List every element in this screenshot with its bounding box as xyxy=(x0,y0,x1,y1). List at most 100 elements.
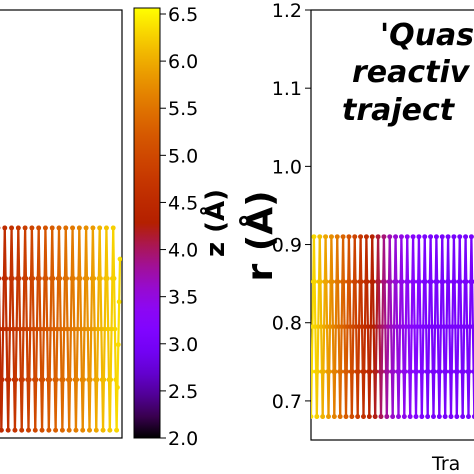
right-series-point xyxy=(326,369,332,374)
left-series-point xyxy=(82,326,87,332)
right-series-point xyxy=(431,414,436,419)
right-series-point xyxy=(311,234,317,240)
right-series-point xyxy=(329,234,334,240)
right-series-point xyxy=(369,234,375,240)
left-series-point xyxy=(112,326,118,332)
right-series-point xyxy=(381,234,387,240)
left-series-point xyxy=(4,326,9,332)
left-series-point xyxy=(51,326,57,332)
right-series-point xyxy=(460,369,466,374)
left-series-point xyxy=(17,326,23,332)
right-series-point xyxy=(317,234,323,240)
left-series-point xyxy=(97,225,103,231)
right-series-point xyxy=(390,414,396,419)
right-series-point xyxy=(385,369,390,374)
right-series-point xyxy=(334,234,340,240)
left-series-point xyxy=(0,326,6,332)
right-series-point xyxy=(370,279,376,285)
right-series-point xyxy=(361,414,366,419)
left-series-point xyxy=(47,377,53,383)
right-series-point xyxy=(405,279,411,285)
right-series-point xyxy=(463,234,468,240)
left-series-point xyxy=(111,276,117,281)
left-series-point xyxy=(37,276,42,281)
right-series-point xyxy=(315,369,320,374)
right-series-point xyxy=(454,414,460,419)
left-series-point xyxy=(54,326,60,332)
right-series-point xyxy=(382,279,388,285)
right-series-point xyxy=(396,414,401,419)
right-series-point xyxy=(402,369,408,374)
right-series-point xyxy=(364,279,370,285)
left-series-point xyxy=(78,326,84,332)
left-series-point xyxy=(74,377,80,383)
right-y-tick-label: 0.8 xyxy=(272,313,302,335)
right-series-point xyxy=(337,414,343,419)
right-series-point xyxy=(341,279,347,285)
right-series-point xyxy=(340,234,346,240)
right-series-point xyxy=(410,234,416,240)
right-y-axis-label: r (Å) xyxy=(239,190,281,281)
left-series-point xyxy=(77,276,83,281)
right-series-point xyxy=(442,414,448,419)
left-series-point xyxy=(71,326,77,332)
right-series-point xyxy=(358,234,363,240)
colorbar-tick-label: 2.0 xyxy=(168,428,198,450)
left-series-point xyxy=(5,427,11,433)
colorbar-tick-label: 6.5 xyxy=(168,4,198,26)
right-annotation: 'Quas reactiv traject xyxy=(342,18,474,128)
right-series-point xyxy=(451,234,457,240)
right-series-point xyxy=(388,279,393,285)
colorbar-gradient xyxy=(133,7,161,439)
left-series-point xyxy=(10,276,15,281)
left-series-point xyxy=(87,377,93,383)
left-series-point xyxy=(63,225,69,231)
left-series-point xyxy=(102,326,108,332)
right-series-point xyxy=(443,369,449,374)
right-series-point xyxy=(419,414,425,419)
left-series-point xyxy=(26,427,31,433)
right-series-point xyxy=(449,369,455,374)
left-series-point xyxy=(10,326,16,332)
left-series-point xyxy=(110,225,116,231)
right-series-point xyxy=(413,414,419,419)
right-series-point xyxy=(440,279,446,285)
left-series-point xyxy=(56,225,62,231)
right-series-point xyxy=(439,234,445,240)
right-series-point xyxy=(320,369,326,374)
left-series-point xyxy=(66,427,72,433)
right-series-point xyxy=(455,369,460,374)
right-series-point xyxy=(326,414,331,419)
right-series-point xyxy=(320,414,326,419)
left-series-point xyxy=(95,326,101,332)
right-series-point xyxy=(314,414,320,419)
right-series-point xyxy=(361,369,367,374)
right-series-point xyxy=(448,414,454,419)
right-series-point xyxy=(346,234,352,240)
left-series-point xyxy=(39,427,45,433)
right-series-point xyxy=(399,234,404,240)
right-series-point xyxy=(379,369,385,374)
left-series-point xyxy=(100,427,106,433)
left-series-point xyxy=(107,427,113,433)
left-series-point xyxy=(73,427,79,433)
colorbar-tick-label: 3.5 xyxy=(168,287,198,309)
right-series-point xyxy=(372,414,378,419)
right-series-point xyxy=(323,279,329,285)
left-series-point xyxy=(84,276,90,281)
left-series-point xyxy=(64,276,70,281)
right-plot-panel: 0.7 0.8 0.9 1.0 1.1 1.2 r (Å) Tra 'Quas react… xyxy=(239,0,474,474)
left-series-point xyxy=(31,326,36,332)
colorbar-tick-label: 4.0 xyxy=(168,240,198,262)
left-series-point xyxy=(26,377,32,383)
left-series-point xyxy=(87,427,92,433)
right-series-point xyxy=(411,279,417,285)
left-series-segment xyxy=(0,281,3,431)
right-series-point xyxy=(323,234,328,240)
left-series-point xyxy=(24,326,30,332)
right-series-point xyxy=(452,279,458,285)
right-series-point xyxy=(431,369,437,374)
right-series-point xyxy=(373,369,379,374)
left-series-point xyxy=(108,377,114,383)
